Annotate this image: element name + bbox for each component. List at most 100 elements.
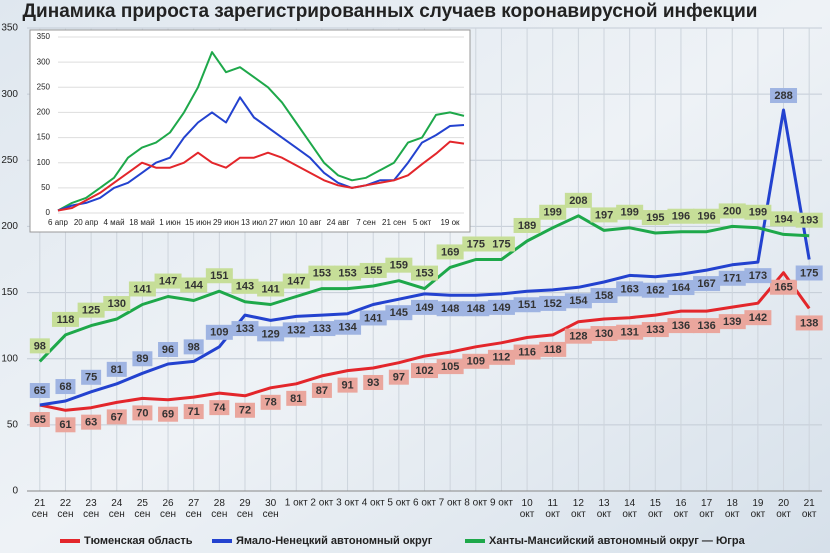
data-label-box xyxy=(231,321,259,337)
data-label: 89 xyxy=(136,353,148,365)
data-label: 199 xyxy=(620,207,638,219)
data-label-box xyxy=(81,369,102,385)
data-label-box xyxy=(311,382,332,398)
data-label-box xyxy=(436,244,464,260)
data-label-box xyxy=(128,281,156,297)
data-label-box xyxy=(180,277,208,293)
data-label: 98 xyxy=(34,340,46,352)
data-label-box xyxy=(539,341,567,357)
data-label: 144 xyxy=(185,279,204,291)
x-tick-label: 25 сен xyxy=(134,498,150,520)
data-label-box xyxy=(487,349,515,365)
data-label-box xyxy=(590,207,618,223)
data-label: 141 xyxy=(364,312,382,324)
data-label: 61 xyxy=(59,419,71,431)
x-tick-label: 20 апр xyxy=(74,218,99,227)
data-label-box xyxy=(257,326,285,342)
x-tick-label: 21 сен xyxy=(382,218,406,227)
data-label-box xyxy=(158,406,179,422)
data-label-box xyxy=(616,324,644,340)
data-label: 105 xyxy=(441,361,459,373)
x-tick-label: 7 окт xyxy=(439,498,462,509)
x-tick-label: 20 окт xyxy=(776,498,791,520)
x-tick-label: 24 авг xyxy=(327,218,350,227)
data-label-box xyxy=(487,236,515,252)
data-label: 153 xyxy=(338,268,356,280)
data-label: 129 xyxy=(261,328,279,340)
x-tick-label: 4 май xyxy=(103,218,124,227)
data-label-box xyxy=(539,204,567,220)
x-tick-label: 24 сен xyxy=(109,498,125,520)
series-line xyxy=(39,108,811,407)
data-label: 288 xyxy=(774,90,792,102)
data-label-box xyxy=(795,315,823,331)
y-tick-label: 200 xyxy=(1,221,18,232)
data-label: 65 xyxy=(34,414,46,426)
data-label: 171 xyxy=(723,273,741,285)
data-label-box xyxy=(363,374,384,390)
x-tick-label: 5 окт xyxy=(387,498,410,509)
data-label: 97 xyxy=(393,372,405,384)
y-tick-label: 300 xyxy=(1,89,18,100)
data-label-box xyxy=(359,310,387,326)
data-label-box xyxy=(795,265,823,281)
series-line xyxy=(57,140,465,212)
data-label-box xyxy=(337,377,358,393)
data-label: 208 xyxy=(569,195,587,207)
data-label-box xyxy=(183,404,204,420)
data-label: 200 xyxy=(723,205,741,217)
x-tick-label: 30 сен xyxy=(263,498,279,520)
data-label: 158 xyxy=(595,290,613,302)
data-label: 81 xyxy=(111,364,123,376)
y-tick-label: 250 xyxy=(37,82,51,91)
data-label: 175 xyxy=(800,267,818,279)
series-line xyxy=(57,51,465,212)
data-label-box xyxy=(564,192,592,208)
data-label: 193 xyxy=(800,215,818,227)
data-label-box xyxy=(308,265,336,281)
data-label-box xyxy=(154,273,182,289)
x-tick-label: 21 окт xyxy=(802,498,817,520)
x-tick-label: 9 окт xyxy=(490,498,513,509)
y-tick-label: 150 xyxy=(37,133,51,142)
data-label-box xyxy=(718,314,746,330)
data-label: 159 xyxy=(390,260,408,272)
y-tick-label: 200 xyxy=(37,108,51,117)
data-label-box xyxy=(308,321,336,337)
x-tick-label: 26 сен xyxy=(160,498,176,520)
data-label: 65 xyxy=(34,385,46,397)
data-label: 63 xyxy=(85,417,97,429)
y-tick-label: 50 xyxy=(7,419,19,430)
data-label: 133 xyxy=(646,324,664,336)
data-label: 69 xyxy=(162,409,174,421)
data-label: 96 xyxy=(162,344,174,356)
data-label-box xyxy=(564,293,592,309)
data-label: 147 xyxy=(287,275,305,287)
data-label-box xyxy=(411,299,438,315)
data-label: 128 xyxy=(569,331,587,343)
y-tick-label: 0 xyxy=(12,486,18,497)
data-label: 148 xyxy=(467,303,485,315)
x-tick-label: 22 сен xyxy=(57,498,73,520)
x-tick-label: 18 май xyxy=(129,218,155,227)
data-label-box xyxy=(770,211,798,227)
data-label-box xyxy=(590,326,618,342)
data-label-box xyxy=(81,414,102,430)
data-label-box xyxy=(564,328,592,344)
x-tick-label: 21 сен xyxy=(32,498,48,520)
y-tick-label: 350 xyxy=(37,32,51,41)
data-label-box xyxy=(282,273,310,289)
data-label-box xyxy=(106,409,127,425)
x-tick-label: 18 окт xyxy=(725,498,740,520)
x-tick-label: 17 окт xyxy=(699,498,714,520)
data-label: 196 xyxy=(697,211,715,223)
data-label: 134 xyxy=(338,322,357,334)
x-tick-label: 12 окт xyxy=(571,498,586,520)
data-label-box xyxy=(29,338,50,354)
data-label-box xyxy=(667,208,695,224)
chart-title: Динамика прироста зарегистрированных слу… xyxy=(23,1,758,22)
data-label: 72 xyxy=(239,405,251,417)
data-label: 109 xyxy=(210,327,228,339)
data-label: 116 xyxy=(518,346,536,358)
data-label: 163 xyxy=(620,283,638,295)
